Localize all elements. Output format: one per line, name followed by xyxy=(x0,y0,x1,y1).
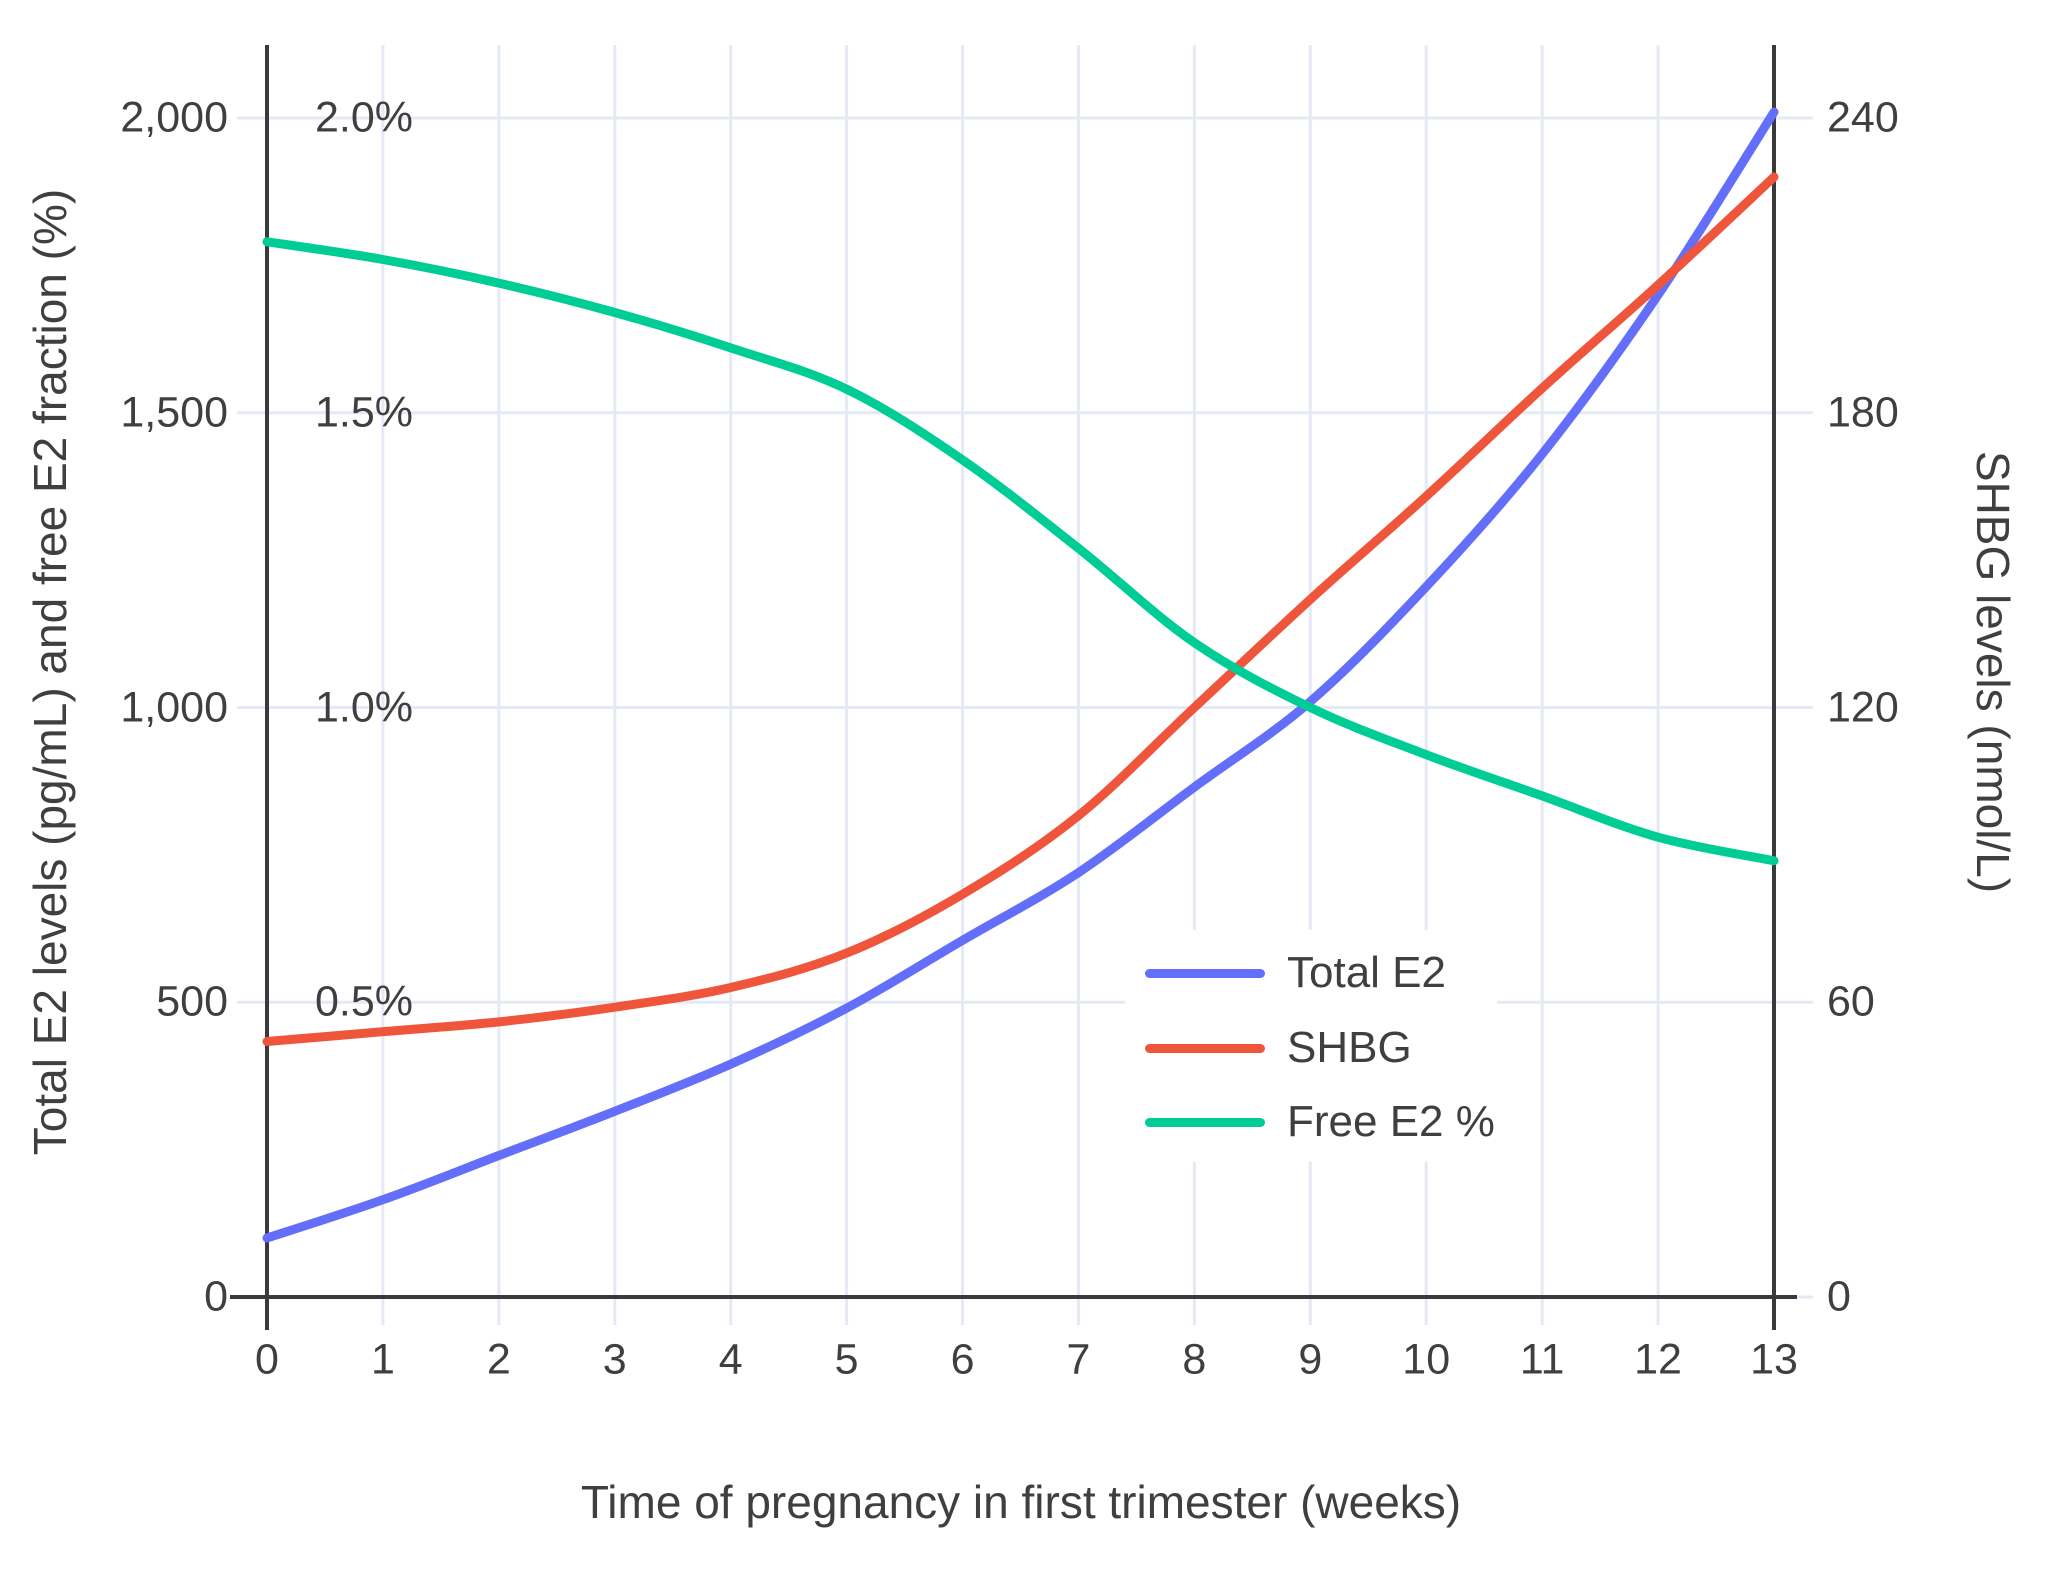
free-e2-line[interactable] xyxy=(262,237,1779,866)
legend-item-free-e2[interactable]: Free E2 % xyxy=(1145,1100,1495,1144)
x-axis-tick-label: 2 xyxy=(486,1335,511,1384)
y-axis-left-tick-label: 1,500 xyxy=(120,388,228,437)
free-e2-legend-swatch xyxy=(1145,1117,1265,1127)
gridlines xyxy=(237,45,1813,1325)
percent-tick-label: 0.5% xyxy=(315,977,414,1026)
x-axis-tick-label: 5 xyxy=(834,1335,859,1384)
series-lines xyxy=(262,107,1779,1243)
x-axis-tick-label: 11 xyxy=(1519,1335,1565,1384)
percent-tick-label: 1.5% xyxy=(315,388,414,437)
x-axis-tick-label: 7 xyxy=(1066,1335,1091,1384)
y-axis-right-tick-label: 120 xyxy=(1827,683,1899,731)
percent-tick-label: 2.0% xyxy=(315,93,414,142)
legend-label-free-e2: Free E2 % xyxy=(1287,1097,1495,1146)
y-axis-right-tick-label: 180 xyxy=(1827,388,1899,437)
total-e2-line[interactable] xyxy=(262,107,1779,1243)
legend-label-total-e2: Total E2 xyxy=(1287,948,1446,997)
x-axis-tick-label: 8 xyxy=(1182,1335,1207,1384)
y-axis-right-tick-label: 60 xyxy=(1827,977,1875,1026)
shbg-line[interactable] xyxy=(262,172,1779,1046)
x-axis-title: Time of pregnancy in first trimester (we… xyxy=(580,1476,1462,1528)
x-axis-tick-label: 0 xyxy=(255,1335,279,1384)
legend-label-shbg: SHBG xyxy=(1287,1023,1412,1072)
total-e2-legend-swatch xyxy=(1145,968,1265,978)
y-axis-left-tick-label: 500 xyxy=(156,977,228,1026)
x-axis-tick-label: 12 xyxy=(1634,1335,1682,1384)
y-axis-right-tick-label: 0 xyxy=(1827,1272,1851,1321)
percent-tick-label: 1.0% xyxy=(315,683,414,731)
y-axis-left-tick-label: 1,000 xyxy=(120,683,228,731)
shbg-legend-swatch xyxy=(1145,1043,1265,1053)
x-axis-tick-label: 10 xyxy=(1402,1335,1451,1384)
y-axis-left-title: Total E2 levels (pg/mL) and free E2 frac… xyxy=(24,188,76,1156)
x-axis-tick-label: 13 xyxy=(1750,1335,1798,1384)
y-axis-left-tick-label: 2,000 xyxy=(120,93,228,142)
axis-lines xyxy=(230,45,1797,1330)
y-axis-right-tick-label: 240 xyxy=(1827,93,1899,142)
y-axis-right-title: SHBG levels (nmol/L) xyxy=(1967,450,2019,894)
y-axis-left-tick-label: 0 xyxy=(204,1272,228,1321)
x-axis-tick-label: 3 xyxy=(602,1335,627,1384)
x-axis-tick-label: 6 xyxy=(950,1335,975,1384)
legend-item-shbg[interactable]: SHBG xyxy=(1145,1026,1412,1070)
x-axis-tick-label: 9 xyxy=(1298,1335,1323,1384)
x-axis-tick-label: 1 xyxy=(370,1335,395,1384)
legend-item-total-e2[interactable]: Total E2 xyxy=(1145,951,1446,995)
x-axis-tick-label: 4 xyxy=(718,1335,743,1384)
